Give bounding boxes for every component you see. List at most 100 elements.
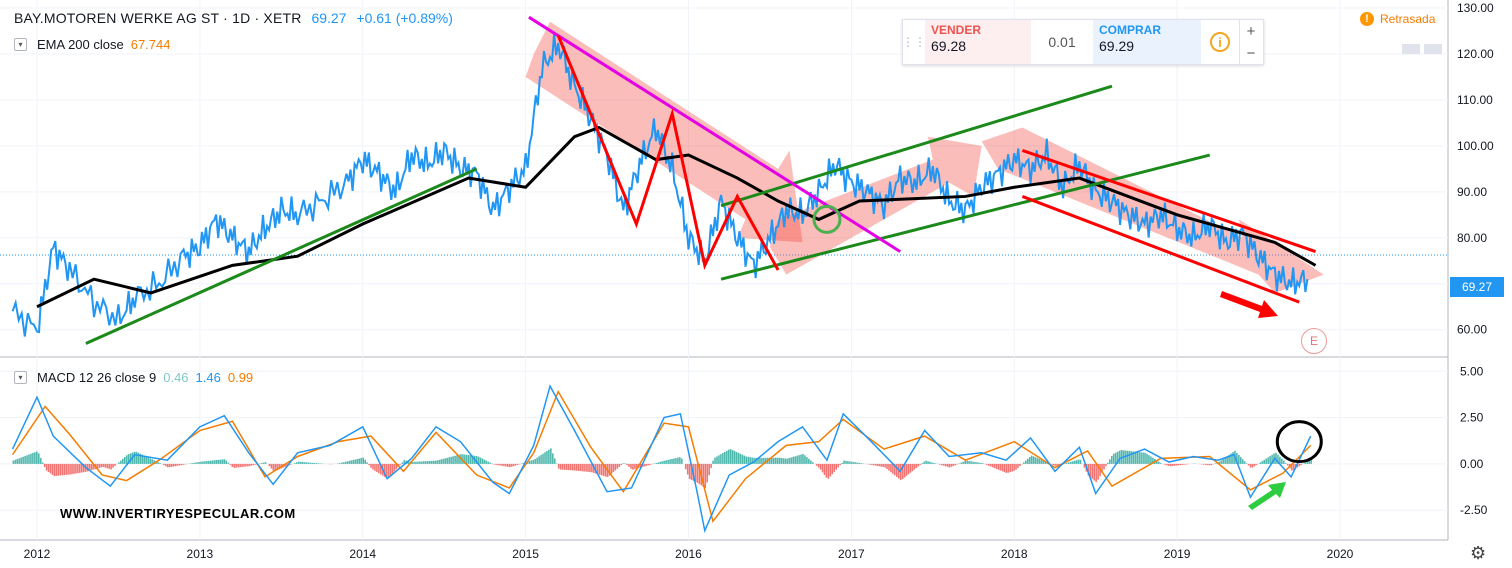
macd-histogram-bar <box>835 463 838 470</box>
increase-quantity-button[interactable]: + <box>1246 22 1256 40</box>
decrease-quantity-button[interactable]: − <box>1246 44 1256 62</box>
macd-histogram-bar <box>725 450 728 464</box>
settings-gear-icon[interactable]: ⚙ <box>1470 543 1487 563</box>
macd-histogram-bar <box>1130 451 1133 464</box>
macd-histogram-bar <box>1126 450 1129 464</box>
macd-histogram-bar <box>251 463 253 466</box>
macd-signal-line <box>11 389 1312 524</box>
macd-histogram-bar <box>211 460 214 464</box>
macd-histogram-bar <box>643 463 646 467</box>
drag-handle-icon[interactable]: ⋮⋮ <box>902 35 926 49</box>
macd-histogram-bar <box>196 462 198 464</box>
macd-histogram-bar <box>978 462 980 464</box>
macd-histogram-bar <box>530 460 533 464</box>
macd-histogram-bar <box>98 463 101 468</box>
macd-histogram-bar <box>145 456 148 464</box>
macd-histogram-bar <box>372 463 374 470</box>
last-price: 69.27 <box>311 10 347 26</box>
macd-histogram-bar <box>903 463 906 478</box>
macd-histogram-bar <box>1175 463 1178 466</box>
macd-histogram-bar <box>125 455 128 464</box>
macd-indicator-legend[interactable]: ▾ MACD 12 26 close 9 0.46 1.46 0.99 <box>14 370 253 385</box>
macd-histogram-bar <box>387 463 390 479</box>
collapse-chevron-icon[interactable]: ▾ <box>14 371 27 384</box>
macd-histogram-bar <box>311 462 314 464</box>
collapse-chevron-icon[interactable]: ▾ <box>14 38 27 51</box>
macd-histogram-bar <box>853 462 855 464</box>
macd-histogram-bar <box>921 463 924 464</box>
macd-histogram-bar <box>858 462 861 464</box>
macd-histogram-bar <box>221 459 224 464</box>
macd-histogram-bar <box>851 461 853 464</box>
macd-histogram-bar <box>1281 458 1283 464</box>
macd-histogram-bar <box>919 463 922 465</box>
y-tick-label: 90.00 <box>1457 185 1487 199</box>
macd-histogram-bar <box>190 463 193 464</box>
macd-histogram-bar <box>557 463 560 469</box>
macd-histogram-bar <box>788 458 791 464</box>
macd-histogram-bar <box>659 461 662 464</box>
macd-histogram-bar <box>1228 454 1230 464</box>
price-change: +0.61 (+0.89%) <box>356 10 453 26</box>
macd-histogram-bar <box>208 460 210 464</box>
macd-histogram-bar <box>1075 460 1078 464</box>
macd-histogram-bar <box>1238 454 1240 464</box>
macd-histogram-bar <box>403 460 406 464</box>
macd-histogram-bar <box>837 463 839 468</box>
macd-histogram-bar <box>645 463 648 466</box>
sell-button[interactable]: VENDER 69.28 <box>925 20 1031 64</box>
macd-histogram-bar <box>610 463 613 474</box>
macd-histogram-bar <box>73 463 75 474</box>
macd-histogram-bar <box>466 454 468 464</box>
macd-histogram-bar <box>88 463 91 471</box>
macd-histogram-bar <box>671 458 673 464</box>
macd-histogram-bar <box>536 457 538 464</box>
macd-histogram-bar <box>849 461 851 464</box>
macd-histogram-bar <box>817 463 820 468</box>
macd-histogram-bar <box>581 463 583 472</box>
macd-histogram-bar <box>235 463 237 468</box>
macd-histogram-bar <box>444 458 447 464</box>
macd-histogram-bar <box>96 463 99 469</box>
macd-histogram-bar <box>1056 463 1058 466</box>
macd-y-tick-label: -2.50 <box>1460 503 1488 517</box>
macd-histogram-bar <box>436 460 439 464</box>
y-tick-label: 110.00 <box>1457 93 1493 107</box>
macd-histogram-bar <box>804 455 806 464</box>
macd-histogram-bar <box>1087 463 1090 476</box>
macd-histogram-bar <box>378 463 380 474</box>
macd-histogram-bar <box>514 463 517 466</box>
macd-histogram-bar <box>65 463 67 475</box>
macd-histogram-bar <box>1310 458 1312 464</box>
macd-histogram-bar <box>1101 463 1103 473</box>
delayed-data-badge[interactable]: ! Retrasada <box>1360 12 1435 26</box>
macd-histogram-bar <box>1218 461 1221 464</box>
macd-histogram-bar <box>1030 455 1033 464</box>
ema-indicator-legend[interactable]: ▾ EMA 200 close 67.744 <box>14 37 170 52</box>
macd-histogram-bar <box>886 463 888 470</box>
macd-histogram-bar <box>1105 463 1107 467</box>
macd-histogram-bar <box>37 453 40 464</box>
macd-histogram-bar <box>1138 452 1140 464</box>
macd-histogram-bar <box>686 463 689 475</box>
macd-histogram-bar <box>59 463 62 476</box>
x-tick-label: 2012 <box>24 547 51 561</box>
macd-histogram-bar <box>1032 456 1035 464</box>
macd-histogram-bar <box>948 463 951 468</box>
macd-histogram-bar <box>847 461 849 464</box>
macd-histogram-bar <box>1206 463 1209 466</box>
macd-histogram-bar <box>163 463 165 466</box>
trendline-annotations <box>85 15 1323 510</box>
macd-histogram-bar <box>688 463 691 480</box>
macd-histogram-bar <box>1304 462 1307 464</box>
info-button[interactable]: i <box>1201 20 1239 64</box>
macd-histogram-bar <box>1134 451 1137 464</box>
macd-histogram-bar <box>219 459 222 464</box>
earnings-badge[interactable]: E <box>1301 328 1327 354</box>
macd-histogram-bar <box>346 461 349 464</box>
macd-histogram-bar <box>225 460 228 464</box>
buy-button[interactable]: COMPRAR 69.29 <box>1093 20 1201 64</box>
macd-histogram-bar <box>432 460 435 464</box>
macd-histogram-bar <box>395 463 398 470</box>
